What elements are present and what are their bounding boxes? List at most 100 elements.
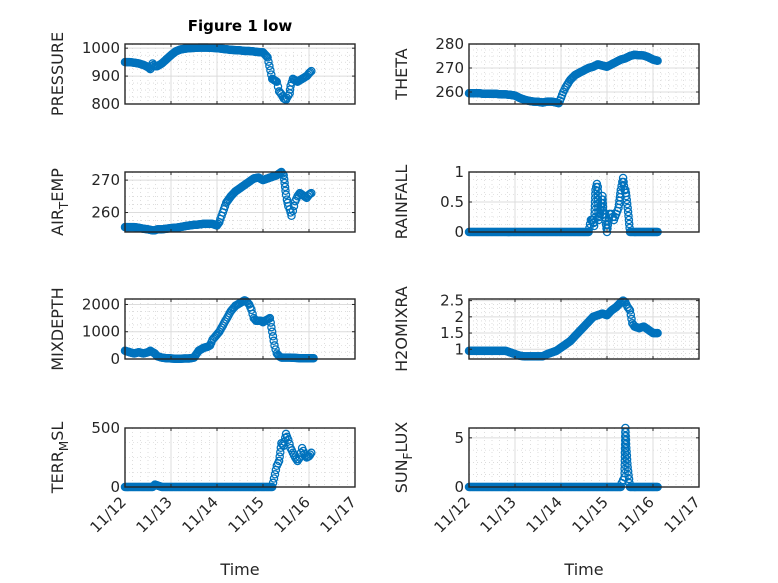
axes-box [124,298,356,360]
ylabel: THETA [392,48,411,100]
data-point [309,353,318,363]
data-point [624,211,633,221]
data-point [626,310,636,319]
axes-box [124,171,356,233]
ytick-label: 280 [435,35,464,53]
ytick-label: 0 [110,350,120,368]
data-point [593,182,603,192]
xlabel-left: Time [219,560,259,579]
ytick-label: 5 [454,429,464,447]
data-point [269,474,279,483]
data-point [623,207,633,217]
ylabel-subscript: T [57,201,71,210]
axes-theta: 260 270 280 THETA [392,35,700,108]
data-point [627,314,636,324]
data-point [307,188,316,198]
ylabel-main: PRESSURE [48,32,67,116]
ylabel-rest: SL [48,422,67,441]
data-point [284,91,293,100]
ylabel: PRESSURE [48,32,67,116]
ytick-label: 260 [435,83,464,101]
ylabel-main: MIXDEPTH [48,287,67,370]
data-point [288,206,298,216]
data-point [620,472,629,482]
ylabel: RAINFALL [392,165,411,240]
data-point [305,67,315,77]
data-point [271,345,280,354]
axes-box [468,298,700,360]
data-point [281,190,291,199]
data-point [622,195,632,205]
ylabel: H2OMIXRA [392,286,411,372]
data-point [270,341,279,350]
ytick-label: 0 [110,478,120,496]
ylabel-main: THETA [392,48,411,100]
data-point [621,185,630,195]
data-point [286,208,295,217]
data-point [267,322,276,332]
ylabel: TERRMSL [48,422,71,495]
ytick-label: 1.5 [440,324,464,342]
data-point [266,66,275,75]
data-point [307,66,316,76]
ylabel-main: AIR [48,209,67,236]
axes-sun: 0 5 11/12 11/13 11/14 11/15 11/16 11/17 SUNFLUX [392,422,704,537]
figure-title: Figure 1 low [188,17,293,35]
ytick-label: 1000 [82,39,120,57]
ytick-label: 1000 [82,323,120,341]
data-point [624,304,634,313]
ytick-label: 1 [454,163,464,181]
ylabel: SUNFLUX [392,422,415,494]
xtick-label: 11/16 [615,493,658,536]
data-point [624,470,633,480]
data-point [268,332,278,341]
data-point [621,439,631,448]
data-series [464,296,662,361]
data-point [272,77,282,86]
axes-background [125,172,355,232]
data-point [590,217,599,227]
data-point [622,199,632,209]
data-point [590,213,599,223]
data-series [120,296,318,363]
data-point [593,186,603,196]
data-point [275,452,284,461]
data-point [280,182,290,192]
data-point [623,463,632,472]
data-point [622,191,631,201]
xtick-label: 11/12 [431,493,474,536]
axes-background [125,299,355,359]
xtick-label: 11/15 [569,493,612,536]
axes-box [124,43,356,105]
axes-rainfall: 0 0.5 1 RAINFALL [392,163,700,241]
data-point [276,447,285,457]
data-point [624,219,634,229]
data-point [281,186,290,196]
xtick-label: 11/17 [661,493,704,536]
data-series [464,50,662,108]
data-point [267,327,277,336]
data-point [623,203,632,213]
data-point [623,459,632,468]
data-point [213,219,223,229]
axes-background [125,428,355,487]
ylabel-rest: EMP [48,168,67,202]
data-point [270,470,280,479]
ytick-label: 2000 [82,295,120,313]
axes-box [124,427,356,488]
data-point [622,447,631,456]
data-point [248,309,257,319]
data-point [624,215,634,225]
data-point [304,69,314,78]
data-point [307,448,316,458]
data-point [265,313,275,323]
data-point [305,450,315,459]
xtick-label: 11/13 [133,493,176,536]
data-point [266,318,275,327]
data-point [284,435,293,445]
xlabel-right: Time [563,560,603,579]
ytick-label: 2 [454,308,464,326]
ytick-label: 0 [454,478,464,496]
ylabel-subscript: F [401,452,415,459]
